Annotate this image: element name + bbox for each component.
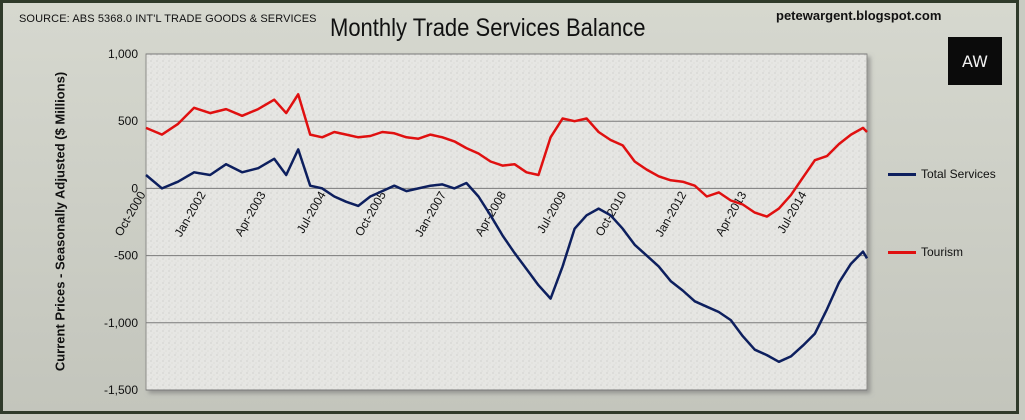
plot-area (145, 53, 868, 391)
y-tick-label: -1,500 (104, 383, 138, 397)
y-tick-label: 500 (118, 114, 138, 128)
source-note: SOURCE: ABS 5368.0 INT'L TRADE GOODS & S… (19, 13, 317, 25)
legend-item-total-services: Total Services (888, 167, 996, 181)
y-tick-label: 1,000 (108, 47, 138, 61)
logo-text: AW (962, 51, 988, 71)
y-tick-label: -500 (114, 249, 138, 263)
legend-swatch-tourism (888, 250, 916, 254)
chart-title: Monthly Trade Services Balance (330, 14, 646, 42)
aw-logo: AW (948, 37, 1002, 85)
legend-item-tourism: Tourism (888, 245, 963, 259)
legend-label-total: Total Services (921, 167, 996, 181)
legend-swatch-total (888, 172, 916, 176)
blog-url: petewargent.blogspot.com (776, 8, 942, 23)
y-tick-label: -1,000 (104, 316, 138, 330)
legend-label-tourism: Tourism (921, 245, 964, 259)
series-line-tourism (145, 93, 868, 218)
series-line-total (145, 148, 869, 364)
x-tick-label: Oct-2000 (112, 189, 149, 239)
y-tick-label: 0 (131, 181, 138, 195)
